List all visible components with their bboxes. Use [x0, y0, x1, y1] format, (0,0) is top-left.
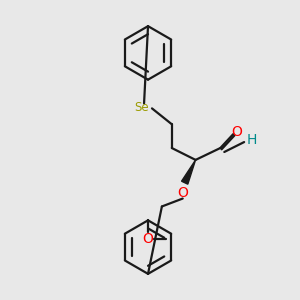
Text: O: O: [177, 186, 188, 200]
Text: O: O: [232, 125, 243, 139]
Text: H: H: [247, 133, 257, 147]
Polygon shape: [182, 160, 196, 184]
Text: Se: Se: [134, 101, 148, 114]
Text: O: O: [142, 232, 154, 246]
